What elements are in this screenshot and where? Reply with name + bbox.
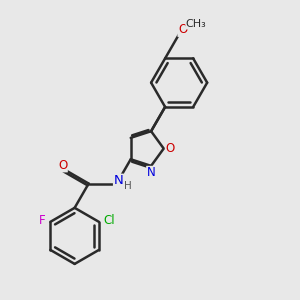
Text: O: O (165, 142, 175, 155)
Text: N: N (114, 174, 123, 187)
Text: F: F (39, 214, 46, 226)
Text: N: N (147, 167, 155, 179)
Text: CH₃: CH₃ (186, 19, 206, 29)
Text: O: O (178, 23, 187, 36)
Text: H: H (124, 182, 132, 191)
Text: O: O (58, 159, 67, 172)
Text: Cl: Cl (103, 214, 115, 226)
